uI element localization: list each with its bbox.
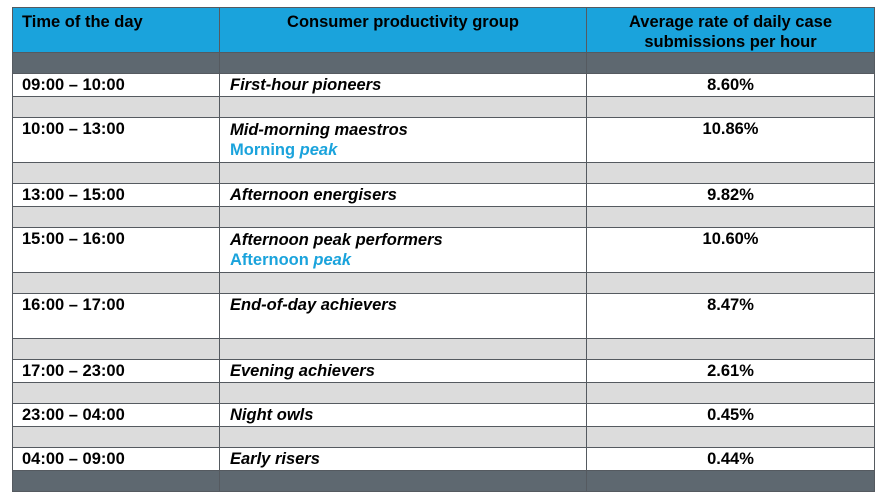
group-cell: Afternoon peak performers Afternoon peak bbox=[219, 227, 587, 273]
table-row: 16:00 – 17:00 End-of-day achievers 8.47% bbox=[12, 293, 875, 339]
table-row: 23:00 – 04:00 Night owls 0.45% bbox=[12, 403, 875, 427]
header-group: Consumer productivity group bbox=[219, 7, 587, 53]
rate-cell: 10.86% bbox=[586, 117, 875, 163]
time-cell: 23:00 – 04:00 bbox=[12, 403, 220, 427]
separator-band bbox=[12, 96, 875, 118]
rate-cell: 2.61% bbox=[586, 359, 875, 383]
time-cell: 16:00 – 17:00 bbox=[12, 293, 220, 339]
rate-cell: 9.82% bbox=[586, 183, 875, 207]
group-label: Mid-morning maestros bbox=[230, 121, 408, 139]
rate-cell: 10.60% bbox=[586, 227, 875, 273]
time-cell: 13:00 – 15:00 bbox=[12, 183, 220, 207]
group-cell: First-hour pioneers bbox=[219, 73, 587, 97]
table-row: 17:00 – 23:00 Evening achievers 2.61% bbox=[12, 359, 875, 383]
group-cell: Mid-morning maestros Morning peak bbox=[219, 117, 587, 163]
time-cell: 15:00 – 16:00 bbox=[12, 227, 220, 273]
time-cell: 10:00 – 13:00 bbox=[12, 117, 220, 163]
table-row: 09:00 – 10:00 First-hour pioneers 8.60% bbox=[12, 73, 875, 97]
separator-band bbox=[12, 338, 875, 360]
table-row: 15:00 – 16:00 Afternoon peak performers … bbox=[12, 227, 875, 273]
rate-cell: 8.60% bbox=[586, 73, 875, 97]
group-cell: Night owls bbox=[219, 403, 587, 427]
productivity-table: Time of the day Consumer productivity gr… bbox=[12, 7, 875, 492]
group-cell: Early risers bbox=[219, 447, 587, 471]
time-cell: 17:00 – 23:00 bbox=[12, 359, 220, 383]
separator-band bbox=[12, 272, 875, 294]
header-time: Time of the day bbox=[12, 7, 220, 53]
table-row: 13:00 – 15:00 Afternoon energisers 9.82% bbox=[12, 183, 875, 207]
separator-band bbox=[12, 206, 875, 228]
separator-band bbox=[12, 470, 875, 492]
separator-band bbox=[12, 426, 875, 448]
time-cell: 09:00 – 10:00 bbox=[12, 73, 220, 97]
separator-band bbox=[12, 52, 875, 74]
header-rate: Average rate of daily case submissions pe… bbox=[586, 7, 875, 53]
group-label: Afternoon peak performers bbox=[230, 231, 443, 249]
table-row: 10:00 – 13:00 Mid-morning maestros Morni… bbox=[12, 117, 875, 163]
group-cell: Afternoon energisers bbox=[219, 183, 587, 207]
separator-band bbox=[12, 162, 875, 184]
group-cell: Evening achievers bbox=[219, 359, 587, 383]
rate-cell: 0.44% bbox=[586, 447, 875, 471]
table-row: 04:00 – 09:00 Early risers 0.44% bbox=[12, 447, 875, 471]
header-row: Time of the day Consumer productivity gr… bbox=[12, 7, 875, 53]
peak-note: Afternoon peak bbox=[230, 251, 352, 269]
time-cell: 04:00 – 09:00 bbox=[12, 447, 220, 471]
group-cell: End-of-day achievers bbox=[219, 293, 587, 339]
separator-band bbox=[12, 382, 875, 404]
peak-note: Morning peak bbox=[230, 141, 338, 159]
rate-cell: 8.47% bbox=[586, 293, 875, 339]
rate-cell: 0.45% bbox=[586, 403, 875, 427]
